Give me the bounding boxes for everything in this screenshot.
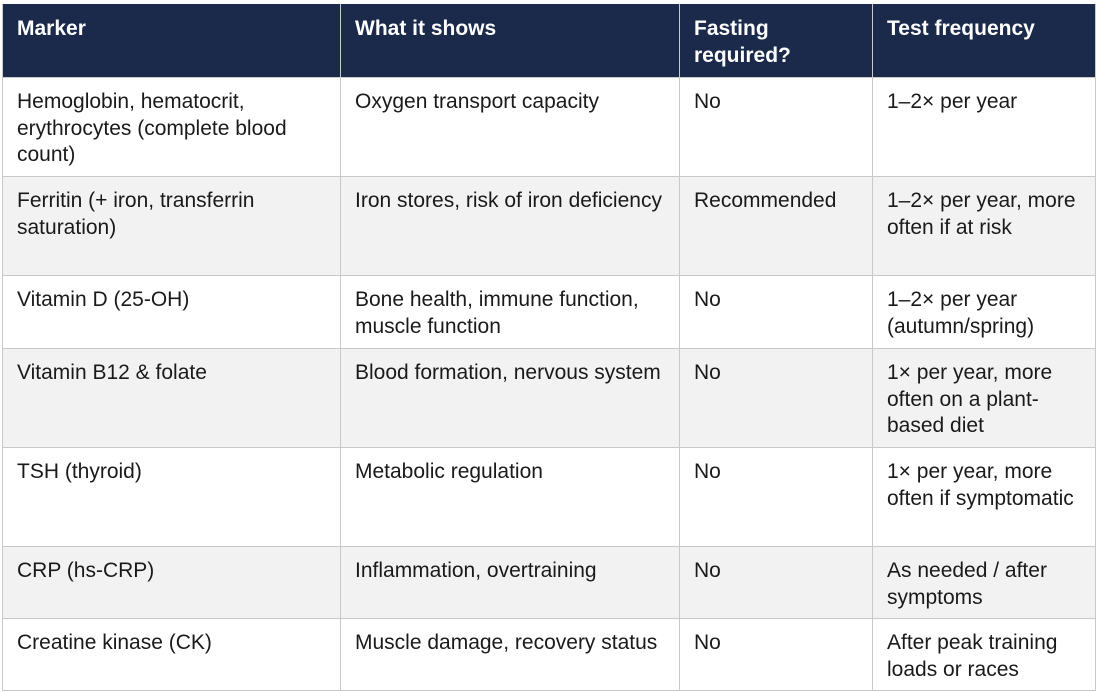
cell-test-frequency: As needed / after symptoms	[872, 546, 1096, 619]
cell-test-frequency: 1–2× per year (autumn/spring)	[872, 275, 1096, 349]
cell-marker: TSH (thyroid)	[2, 447, 341, 547]
header-fasting-required: Fasting required?	[679, 4, 873, 78]
cell-marker: Vitamin B12 & folate	[2, 348, 341, 448]
cell-fasting-required: No	[679, 77, 873, 177]
table-row: TSH (thyroid) Metabolic regulation No 1×…	[2, 447, 1096, 547]
cell-what-it-shows: Oxygen transport capacity	[340, 77, 680, 177]
cell-what-it-shows: Muscle damage, recovery status	[340, 618, 680, 691]
header-what-it-shows: What it shows	[340, 4, 680, 78]
cell-fasting-required: No	[679, 546, 873, 619]
cell-marker: CRP (hs-CRP)	[2, 546, 341, 619]
cell-marker: Hemoglobin, hematocrit, erythrocytes (co…	[2, 77, 341, 177]
cell-what-it-shows: Metabolic regulation	[340, 447, 680, 547]
cell-what-it-shows: Bone health, immune function, muscle fun…	[340, 275, 680, 349]
table-row: CRP (hs-CRP) Inflammation, overtraining …	[2, 546, 1096, 619]
cell-fasting-required: No	[679, 618, 873, 691]
cell-test-frequency: 1× per year, more often on a plant-based…	[872, 348, 1096, 448]
header-marker: Marker	[2, 4, 341, 78]
table-row: Ferritin (+ iron, transferrin saturation…	[2, 176, 1096, 276]
cell-fasting-required: No	[679, 275, 873, 349]
cell-test-frequency: 1–2× per year	[872, 77, 1096, 177]
cell-marker: Ferritin (+ iron, transferrin saturation…	[2, 176, 341, 276]
cell-fasting-required: No	[679, 447, 873, 547]
table-header-row: Marker What it shows Fasting required? T…	[2, 4, 1096, 78]
cell-what-it-shows: Iron stores, risk of iron deficiency	[340, 176, 680, 276]
cell-fasting-required: No	[679, 348, 873, 448]
cell-what-it-shows: Blood formation, nervous system	[340, 348, 680, 448]
cell-test-frequency: 1–2× per year, more often if at risk	[872, 176, 1096, 276]
cell-fasting-required: Recommended	[679, 176, 873, 276]
table-row: Vitamin D (25-OH) Bone health, immune fu…	[2, 275, 1096, 349]
blood-marker-table-container: Marker What it shows Fasting required? T…	[2, 4, 1096, 691]
cell-test-frequency: 1× per year, more often if symptomatic	[872, 447, 1096, 547]
table-row: Vitamin B12 & folate Blood formation, ne…	[2, 348, 1096, 448]
cell-marker: Vitamin D (25-OH)	[2, 275, 341, 349]
blood-marker-table: Marker What it shows Fasting required? T…	[2, 4, 1096, 691]
header-test-frequency: Test frequency	[872, 4, 1096, 78]
cell-marker: Creatine kinase (CK)	[2, 618, 341, 691]
table-row: Creatine kinase (CK) Muscle damage, reco…	[2, 618, 1096, 691]
cell-what-it-shows: Inflammation, overtraining	[340, 546, 680, 619]
table-row: Hemoglobin, hematocrit, erythrocytes (co…	[2, 77, 1096, 177]
cell-test-frequency: After peak training loads or races	[872, 618, 1096, 691]
